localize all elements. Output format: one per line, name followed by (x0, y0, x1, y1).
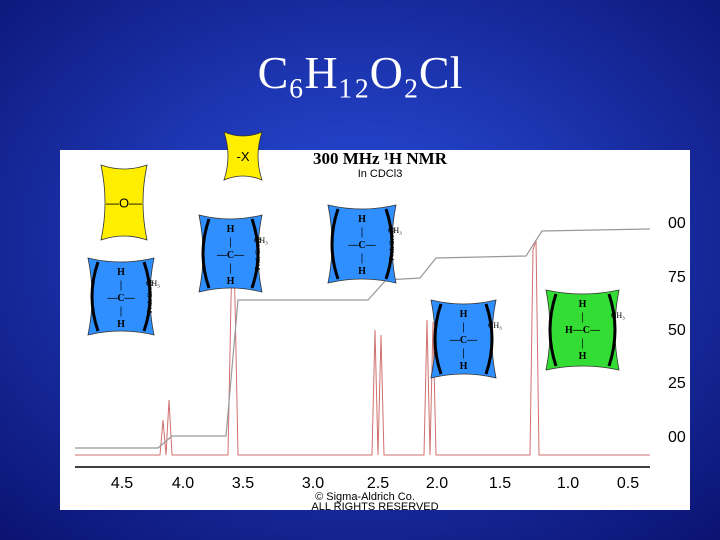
y-label: 00 (668, 215, 686, 232)
x-label: 3.5 (232, 475, 254, 492)
piece-formula: | (229, 263, 231, 274)
spectrum-solvent: In CDCl3 (358, 168, 403, 180)
piece-formula: —C— (216, 250, 245, 261)
x-label: 4.5 (111, 475, 133, 492)
piece-arc (90, 261, 100, 332)
integration-curve (75, 228, 651, 449)
piece-shape (100, 164, 148, 241)
copyright: © Sigma-Aldrich Co. (315, 491, 415, 503)
piece-formula: H (117, 267, 125, 278)
piece-formula: H (579, 351, 587, 362)
piece-arc (330, 208, 340, 280)
y-label: 00 (668, 429, 686, 446)
piece-formula: | (120, 306, 122, 317)
piece-formula: H (460, 361, 468, 372)
piece-formula: H (579, 299, 587, 310)
puzzle-piece: H | H—C— | H CH₃ (545, 289, 625, 371)
x-label: 2.0 (426, 475, 448, 492)
piece-formula: H (358, 214, 366, 225)
x-label: 1.5 (489, 475, 511, 492)
puzzle-piece: —O— (100, 164, 148, 241)
piece-tag: Peak Group (146, 279, 154, 313)
piece-formula: H (227, 276, 235, 287)
piece-formula: | (462, 322, 464, 333)
piece-label: —O— (106, 196, 142, 211)
piece-arc (607, 293, 617, 367)
piece-side: CH₃ (146, 279, 160, 288)
x-label: 0.5 (617, 475, 639, 492)
piece-formula: | (581, 338, 583, 349)
rights: ALL RIGHTS RESERVED (311, 501, 438, 513)
piece-tag: Peak Group (254, 236, 262, 270)
piece-formula: H—C— (565, 325, 601, 336)
piece-arc (201, 218, 211, 289)
piece-tag: Peak Group (388, 227, 396, 261)
piece-shape (327, 204, 397, 284)
piece-side: CH₃ (611, 311, 625, 320)
piece-formula: | (462, 348, 464, 359)
piece-side: CH₃ (488, 321, 502, 330)
slide-title: C₆H₁₂O₂Cl (258, 47, 463, 98)
piece-formula: H (358, 266, 366, 277)
piece-shape (198, 214, 263, 293)
piece-arc (484, 303, 494, 375)
piece-formula: | (361, 227, 363, 238)
piece-side: CH₃ (254, 236, 268, 245)
x-label: 2.5 (367, 475, 389, 492)
piece-side: CH₃ (388, 226, 402, 235)
piece-formula: —C— (449, 335, 478, 346)
piece-formula: | (120, 280, 122, 291)
y-label: 75 (668, 269, 686, 286)
piece-formula: —C— (106, 293, 135, 304)
spectrum-trace (75, 239, 650, 456)
piece-shape (430, 299, 497, 379)
piece-arc (250, 218, 260, 289)
y-label: 50 (668, 322, 686, 339)
piece-formula: | (581, 312, 583, 323)
puzzle-piece: -X (223, 131, 263, 181)
piece-formula: —C— (347, 240, 376, 251)
piece-formula: | (229, 237, 231, 248)
piece-formula: | (361, 253, 363, 264)
piece-arc (384, 208, 394, 280)
piece-arc (142, 261, 152, 332)
y-label: 25 (668, 375, 686, 392)
spectrum-heading: 300 MHz ¹H NMR (313, 149, 448, 168)
piece-arc (548, 293, 558, 367)
piece-formula: H (117, 319, 125, 330)
piece-shape (223, 131, 263, 181)
piece-formula: H (460, 309, 468, 320)
piece-formula: H (227, 224, 235, 235)
x-label: 4.0 (172, 475, 194, 492)
x-label: 3.0 (302, 475, 324, 492)
puzzle-piece: H | —C— | H CH₃ (430, 299, 502, 379)
x-label: 1.0 (557, 475, 579, 492)
piece-label: -X (237, 149, 250, 164)
piece-shape (87, 257, 155, 336)
piece-arc (433, 303, 443, 375)
